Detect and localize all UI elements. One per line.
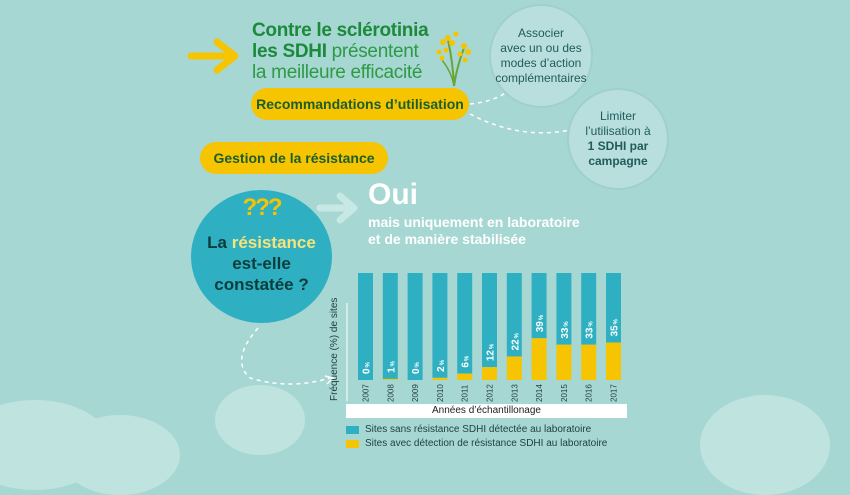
data-label: 33% <box>585 321 596 339</box>
question-line-2: est-elle <box>232 254 291 273</box>
x-tick-label: 2009 <box>411 384 420 402</box>
recommandations-pill: Recommandations d’utilisation <box>251 88 469 120</box>
bar-segment-resistance <box>382 378 398 380</box>
data-label: 12% <box>486 343 497 361</box>
x-tick-label: 2014 <box>535 384 544 402</box>
y-axis-label: Fréquence (%) de sites <box>329 298 340 401</box>
bar-segment-sans-resistance <box>358 273 373 380</box>
data-label: 1% <box>386 360 397 373</box>
bar-segment-sans-resistance <box>506 273 522 357</box>
answer-subtitle-line-1: mais uniquement en laboratoire <box>368 214 580 230</box>
bar-segment-sans-resistance <box>382 273 398 379</box>
x-axis-label: Années d’échantillonage <box>346 404 627 418</box>
title-line-3: la meilleure efficacité <box>252 62 423 83</box>
data-label: 33% <box>560 321 571 339</box>
data-label: 2% <box>436 359 447 372</box>
bar-segment-sans-resistance <box>482 273 497 368</box>
title-line-1: Contre le sclérotinia <box>252 20 429 41</box>
info-circle-associer: Associer avec un ou des modes d’action c… <box>489 4 593 108</box>
legend-label: Sites sans résistance SDHI détectée au l… <box>365 424 592 435</box>
title-line-2-rest: présentent <box>326 41 419 62</box>
recommandations-label: Recommandations d’utilisation <box>256 96 464 112</box>
chevron-right-icon <box>316 192 358 224</box>
data-label: 35% <box>610 318 621 336</box>
info-circle-line: complémentaires <box>495 71 587 85</box>
legend-swatch <box>346 425 359 434</box>
bar-segment-sans-resistance <box>606 273 621 343</box>
info-circle-limiter: Limiter l’utilisation à 1 SDHI par campa… <box>567 88 669 190</box>
data-label: 0% <box>411 361 422 374</box>
x-tick-label: 2017 <box>610 384 619 402</box>
question-line-3: constatée ? <box>214 275 309 294</box>
info-circle-line: modes d’action <box>500 56 582 70</box>
bar-segment-resistance <box>531 338 547 380</box>
gestion-label: Gestion de la résistance <box>213 150 375 166</box>
question-highlight: résistance <box>231 233 316 252</box>
x-tick-label: 2007 <box>362 384 371 402</box>
data-label: 0% <box>362 361 373 374</box>
info-circle-line: 1 SDHI par <box>587 139 649 153</box>
legend-label: Sites avec détection de résistance SDHI … <box>365 438 608 449</box>
bar-segment-resistance <box>581 344 597 380</box>
background-cloud <box>215 385 305 455</box>
question-line-1-a: La <box>207 233 232 252</box>
info-circle-line: Limiter <box>599 109 636 123</box>
bar-segment-sans-resistance <box>457 273 473 374</box>
x-tick-label: 2016 <box>585 384 594 402</box>
arrow-right-icon <box>187 38 239 74</box>
x-tick-label: 2008 <box>386 384 395 402</box>
x-tick-label: 2012 <box>486 384 495 402</box>
legend-item-sans: Sites sans résistance SDHI détectée au l… <box>346 424 591 435</box>
answer-subtitle-line-2: et de manière stabilisée <box>368 231 526 247</box>
info-circle-line: campagne <box>588 154 648 168</box>
x-tick-label: 2010 <box>436 384 445 402</box>
bar-segment-resistance <box>556 344 572 380</box>
bar-segment-sans-resistance <box>407 273 423 380</box>
dashed-connectors <box>241 74 571 385</box>
data-label: 6% <box>461 355 472 368</box>
bar-segment-resistance <box>506 356 522 380</box>
x-tick-label: 2011 <box>461 384 470 402</box>
bar-segment-resistance <box>457 373 473 380</box>
bar-segment-resistance <box>432 377 448 380</box>
info-circle-line: l’utilisation à <box>585 124 651 138</box>
answer-oui: Oui <box>368 178 418 211</box>
info-circle-line: avec un ou des <box>500 41 582 55</box>
gestion-pill: Gestion de la résistance <box>200 142 388 174</box>
bar-segment-resistance <box>606 342 621 380</box>
bar-segment-resistance <box>482 367 497 380</box>
bar-segment-sans-resistance <box>581 273 597 345</box>
bar-segment-sans-resistance <box>432 273 448 378</box>
x-tick-label: 2015 <box>560 384 569 402</box>
bar-chart: Fréquence (%) de sites 0% 2007 1% 2008 0% 200… <box>329 273 621 402</box>
info-circle-line: Associer <box>517 26 564 40</box>
title-line-2-bold: les SDHI <box>252 41 327 62</box>
data-label: 39% <box>535 314 546 332</box>
title-line-2: les SDHI présentent <box>252 41 428 62</box>
legend-swatch <box>346 439 359 448</box>
bar-segment-sans-resistance <box>556 273 572 345</box>
data-label: 22% <box>510 332 521 350</box>
page-title: Contre le sclérotinia les SDHI présenten… <box>252 20 429 83</box>
question-line-1: La résistance <box>191 232 332 253</box>
question-marks: ??? <box>242 194 283 221</box>
x-tick-label: 2013 <box>510 384 519 402</box>
bar-segment-sans-resistance <box>531 273 547 339</box>
question-circle: ??? La résistance est-elle constatée ? <box>191 190 332 323</box>
rapeseed-flower-icon <box>436 31 471 87</box>
answer-subtitle: mais uniquement en laboratoire et de man… <box>368 214 580 248</box>
legend-item-avec: Sites avec détection de résistance SDHI … <box>346 438 607 449</box>
